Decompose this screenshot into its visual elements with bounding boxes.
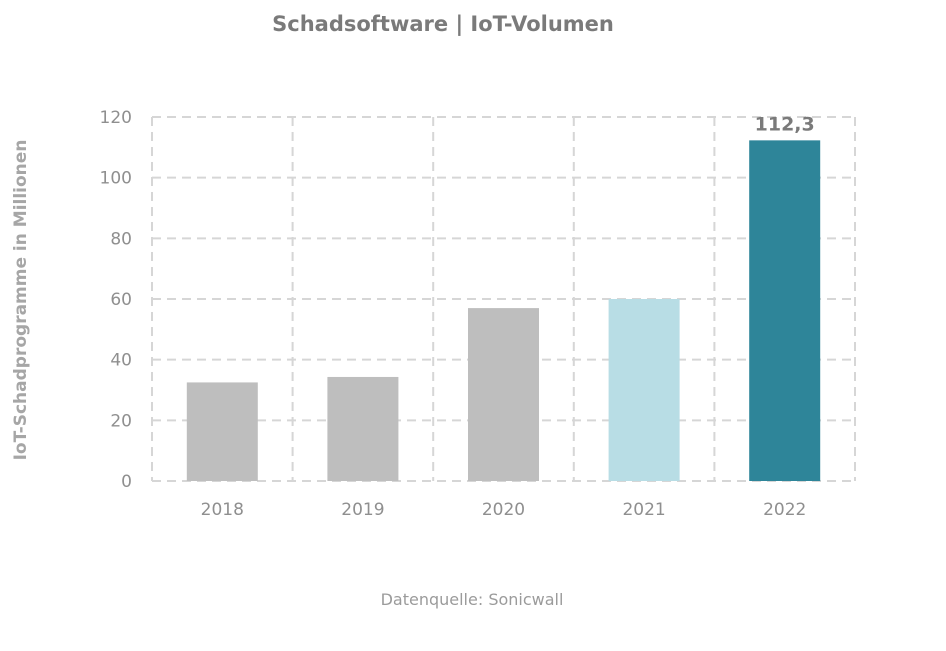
x-tick-label: 2020 xyxy=(482,500,525,520)
data-label-2022: 112,3 xyxy=(755,113,815,135)
y-tick-label: 60 xyxy=(110,290,132,310)
bar-2022 xyxy=(749,140,821,481)
y-tick-label: 0 xyxy=(121,472,132,492)
y-tick-label: 80 xyxy=(110,229,132,249)
y-tick-label: 40 xyxy=(110,351,132,371)
bar-2021 xyxy=(608,299,680,481)
x-tick-label: 2019 xyxy=(341,500,384,520)
chart-title: Schadsoftware | IoT-Volumen xyxy=(272,12,614,37)
source-note: Datenquelle: Sonicwall xyxy=(381,590,564,609)
x-tick-label: 2018 xyxy=(201,500,244,520)
y-axis-ticks: 0 20 40 60 80 100 120 xyxy=(100,108,132,492)
y-axis-label: IoT-Schadprogramme in Millionen xyxy=(11,140,31,461)
bar-2020 xyxy=(468,308,539,481)
x-tick-label: 2022 xyxy=(763,500,806,520)
x-axis-ticks: 2018 2019 2020 2021 2022 xyxy=(201,500,807,520)
grid-lines xyxy=(151,116,856,482)
data-labels: 112,3 xyxy=(755,113,815,135)
y-tick-label: 120 xyxy=(100,108,132,128)
bar-2018 xyxy=(186,382,258,481)
bar-2019 xyxy=(327,376,399,481)
y-tick-label: 100 xyxy=(100,169,132,189)
y-tick-label: 20 xyxy=(110,411,132,431)
x-tick-label: 2021 xyxy=(622,500,665,520)
bars xyxy=(186,140,821,481)
